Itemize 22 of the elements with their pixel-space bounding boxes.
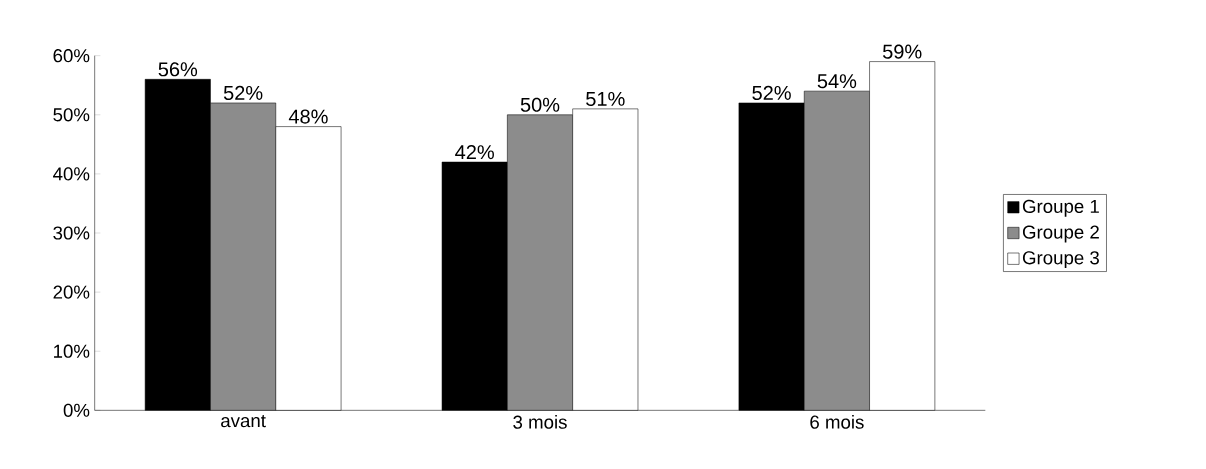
legend-label: Groupe 2 [1022,225,1099,243]
y-tick-label: 20% [53,285,90,299]
y-tick-label: 10% [54,344,90,358]
y-tick-label: 50% [53,108,90,122]
legend-label: Groupe 3 [1022,251,1099,269]
data-label: 51% [586,91,625,106]
legend-label: Groupe 1 [1022,199,1099,217]
data-label: 56% [158,62,198,77]
y-tick-label: 30% [53,226,90,240]
data-label: 42% [455,145,494,160]
data-label: 48% [288,109,328,124]
x-tick-label: 3 mois [513,415,567,429]
y-tick-label: 0% [63,403,90,417]
data-label: 54% [817,74,857,89]
data-label: 52% [223,85,263,101]
data-label: 59% [882,44,922,59]
y-tick-label: 60% [53,49,90,63]
data-label: 52% [752,85,791,101]
data-label: 50% [520,97,560,112]
x-tick-label: avant [221,415,266,428]
x-tick-label: 6 mois [810,415,864,429]
y-tick-label: 40% [53,167,90,181]
